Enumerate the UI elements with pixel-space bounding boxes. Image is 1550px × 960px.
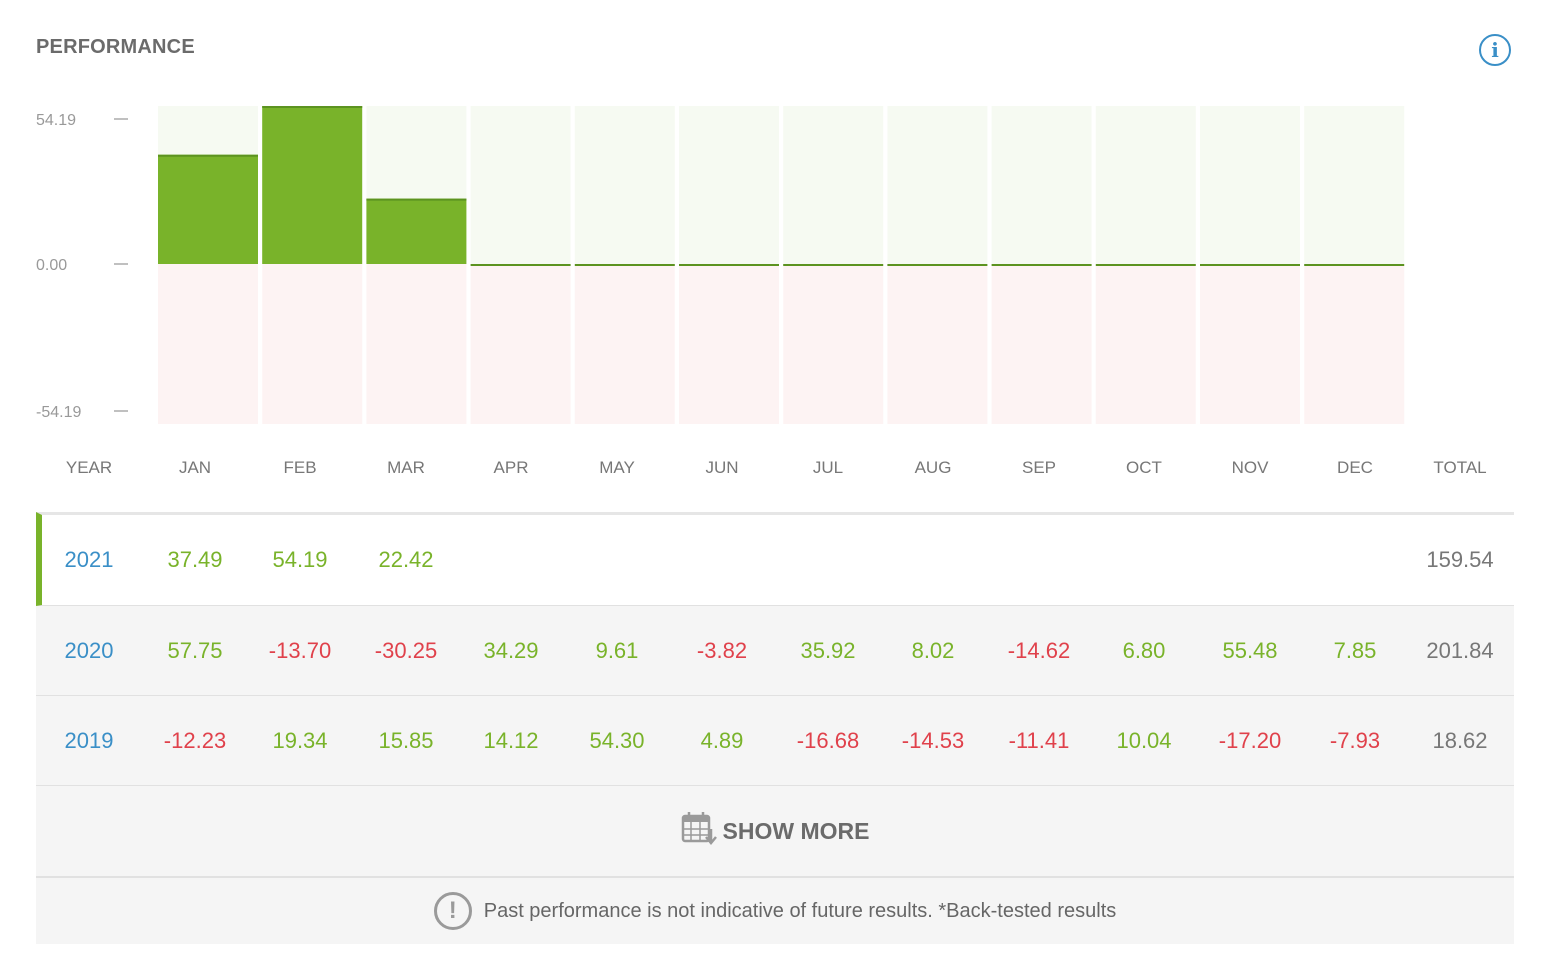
month-value: 8.02: [911, 637, 955, 663]
table-row[interactable]: 2019 -12.23 19.34 15.85 14.12 54.30 4.89 -16.68…: [36, 696, 1514, 786]
month-value: -7.93: [1329, 727, 1381, 753]
y-tick-label: -54.19: [36, 404, 81, 421]
month-value: 15.85: [378, 727, 434, 753]
month-value: -17.20: [1218, 727, 1282, 753]
month-value: 4.89: [700, 727, 744, 753]
column-header-feb: FEB: [283, 458, 317, 477]
month-value: 7.85: [1333, 637, 1377, 663]
positive-zone: [1304, 106, 1405, 264]
total-value: 18.62: [1432, 727, 1488, 753]
disclaimer: ! Past performance is not indicative of …: [36, 878, 1514, 944]
year-link[interactable]: 2019: [64, 727, 114, 753]
month-value: 14.12: [483, 727, 539, 753]
column-header-nov: NOV: [1231, 458, 1269, 477]
negative-zone: [470, 264, 571, 424]
column-header-year: YEAR: [65, 458, 113, 477]
month-value: -16.68: [796, 727, 860, 753]
negative-zone: [887, 264, 988, 424]
month-value: -14.62: [1007, 637, 1071, 663]
negative-zone: [574, 264, 675, 424]
performance-table: 2021 37.49 54.19 22.42 159.54 2020 57.75 -13.70…: [36, 512, 1514, 944]
month-value: -14.53: [901, 727, 965, 753]
positive-zone: [783, 106, 884, 264]
year-link[interactable]: 2021: [64, 547, 114, 572]
page-title: PERFORMANCE: [36, 36, 195, 58]
column-header-apr: APR: [493, 458, 529, 477]
month-value: -13.70: [268, 637, 332, 663]
month-value: 54.30: [589, 727, 645, 753]
year-link[interactable]: 2020: [64, 637, 114, 663]
month-value: -30.25: [374, 637, 438, 663]
month-value: 55.48: [1222, 637, 1278, 663]
negative-zone: [1304, 264, 1405, 424]
month-value: 37.49: [167, 547, 223, 572]
month-value: 10.04: [1116, 727, 1172, 753]
calendar-icon: [681, 811, 719, 852]
y-tick-label: 0.00: [36, 257, 67, 274]
month-value: 22.42: [378, 547, 434, 572]
month-value: 35.92: [800, 637, 856, 663]
bar-feb[interactable]: [262, 106, 363, 264]
negative-zone: [1095, 264, 1196, 424]
bar-jan[interactable]: [158, 154, 258, 264]
negative-zone: [991, 264, 1092, 424]
negative-zone: [1200, 264, 1300, 424]
total-value: 159.54: [1426, 547, 1494, 572]
total-value: 201.84: [1426, 637, 1494, 663]
bar-mar[interactable]: [366, 198, 467, 264]
column-header-dec: DEC: [1337, 458, 1373, 477]
column-header-jan: JAN: [178, 458, 212, 477]
negative-zone: [679, 264, 779, 424]
positive-zone: [1200, 106, 1300, 264]
show-more-label: SHOW MORE: [722, 817, 870, 844]
negative-zone: [158, 264, 258, 424]
column-header-sep: SEP: [1021, 458, 1057, 477]
column-header-oct: OCT: [1126, 458, 1162, 477]
positive-zone: [470, 106, 571, 264]
info-icon[interactable]: i: [1479, 34, 1511, 66]
table-header: YEAR JAN FEB MAR APR MAY JUN JUL AUG SEP OCT NOV DEC…: [36, 448, 1514, 488]
column-header-total: TOTAL: [1433, 458, 1487, 477]
month-value: 19.34: [272, 727, 328, 753]
warning-icon: !: [433, 892, 472, 930]
positive-zone: [679, 106, 779, 264]
table-row[interactable]: 2020 57.75 -13.70 -30.25 34.29 9.61 -3.82 35.92…: [36, 606, 1514, 696]
table-row[interactable]: 2021 37.49 54.19 22.42 159.54: [36, 512, 1514, 606]
performance-chart: 54.19 0.00 -54.19: [36, 106, 1405, 424]
positive-zone: [991, 106, 1092, 264]
negative-zone: [262, 264, 363, 424]
month-value: -11.41: [1008, 727, 1070, 753]
negative-zone: [366, 264, 467, 424]
column-header-jun: JUN: [705, 458, 739, 477]
month-value: 57.75: [167, 637, 223, 663]
month-value: -3.82: [696, 637, 748, 663]
month-value: 9.61: [595, 637, 639, 663]
positive-zone: [574, 106, 675, 264]
month-value: -12.23: [163, 727, 227, 753]
month-value: 34.29: [483, 637, 539, 663]
column-header-jul: JUL: [812, 458, 844, 477]
positive-zone: [887, 106, 988, 264]
y-tick-label: 54.19: [36, 112, 76, 129]
show-more-button[interactable]: SHOW MORE: [36, 786, 1514, 878]
column-header-mar: MAR: [387, 458, 425, 477]
column-header-may: MAY: [599, 458, 635, 477]
month-value: 54.19: [272, 547, 328, 572]
column-header-aug: AUG: [914, 458, 952, 477]
positive-zone: [1095, 106, 1196, 264]
month-value: 6.80: [1122, 637, 1166, 663]
disclaimer-text: Past performance is not indicative of fu…: [483, 899, 1117, 922]
negative-zone: [783, 264, 884, 424]
